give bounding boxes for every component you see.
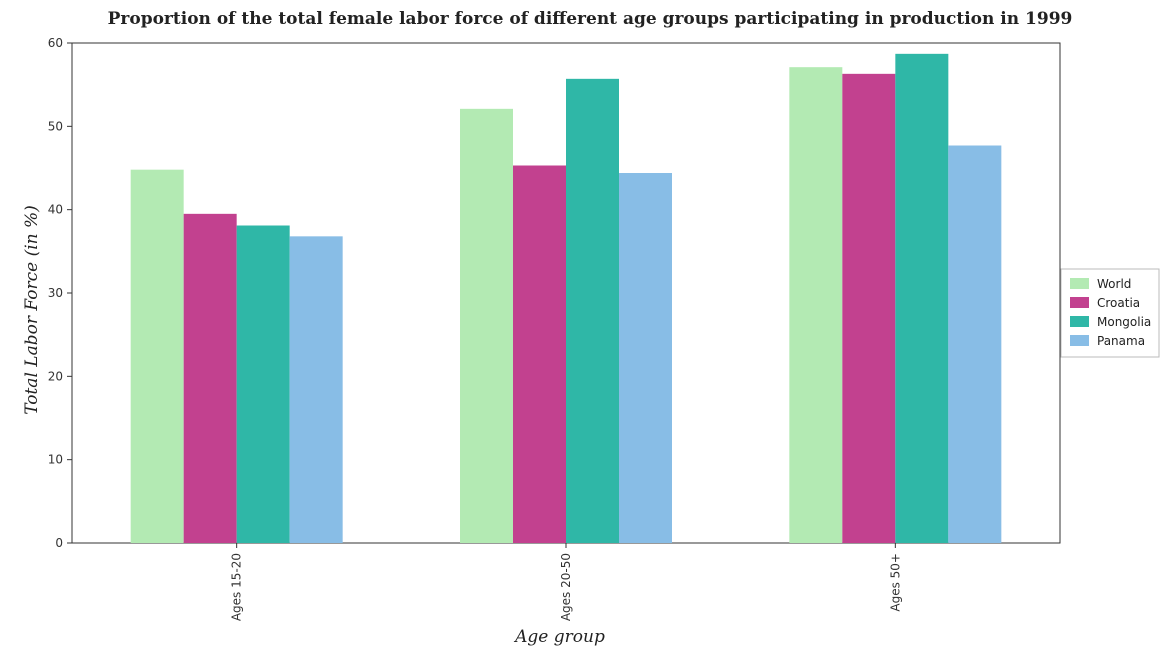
legend: World Croatia Mongolia Panama bbox=[1060, 268, 1160, 358]
plot-area: 0 10 20 30 40 50 60 Ages 15-20 Ages 20-50 Ages 50… bbox=[48, 36, 1061, 621]
x-axis-label: Age group bbox=[513, 627, 605, 647]
bar-mongolia-3 bbox=[895, 53, 949, 543]
y-tick-label: 50 bbox=[48, 119, 63, 133]
bar-croatia-2 bbox=[513, 165, 566, 543]
y-tick-label: 30 bbox=[48, 286, 63, 300]
legend-swatch-mongolia bbox=[1070, 316, 1089, 327]
bar-croatia-3 bbox=[842, 73, 896, 543]
x-tick-label: Ages 15-20 bbox=[230, 553, 244, 621]
bar-world-1 bbox=[130, 169, 184, 543]
x-tick-label: Ages 50+ bbox=[888, 553, 902, 612]
legend-swatch-panama bbox=[1070, 335, 1089, 346]
legend-label-croatia: Croatia bbox=[1097, 296, 1140, 310]
y-axis-label: Total Labor Force (in %) bbox=[22, 205, 42, 415]
y-tick-label: 10 bbox=[48, 453, 63, 467]
y-tick-label: 0 bbox=[55, 536, 63, 550]
y-tick-label: 40 bbox=[48, 203, 63, 217]
bar-world-2 bbox=[460, 108, 513, 543]
chart-title: Proportion of the total female labor for… bbox=[108, 9, 1073, 29]
bar-panama-3 bbox=[948, 145, 1002, 543]
bar-panama-2 bbox=[619, 173, 672, 543]
y-tick-label: 20 bbox=[48, 369, 63, 383]
bar-world-3 bbox=[789, 67, 843, 544]
y-tick-label: 60 bbox=[48, 36, 63, 50]
x-tick-label: Ages 20-50 bbox=[559, 553, 573, 621]
legend-label-panama: Panama bbox=[1097, 334, 1145, 348]
bar-mongolia-2 bbox=[566, 78, 619, 543]
legend-label-mongolia: Mongolia bbox=[1097, 315, 1151, 329]
bar-panama-1 bbox=[289, 236, 343, 544]
bar-mongolia-1 bbox=[236, 225, 290, 543]
legend-swatch-world bbox=[1070, 278, 1089, 289]
bar-croatia-1 bbox=[183, 213, 237, 544]
legend-label-world: World bbox=[1097, 277, 1131, 291]
legend-swatch-croatia bbox=[1070, 297, 1089, 308]
